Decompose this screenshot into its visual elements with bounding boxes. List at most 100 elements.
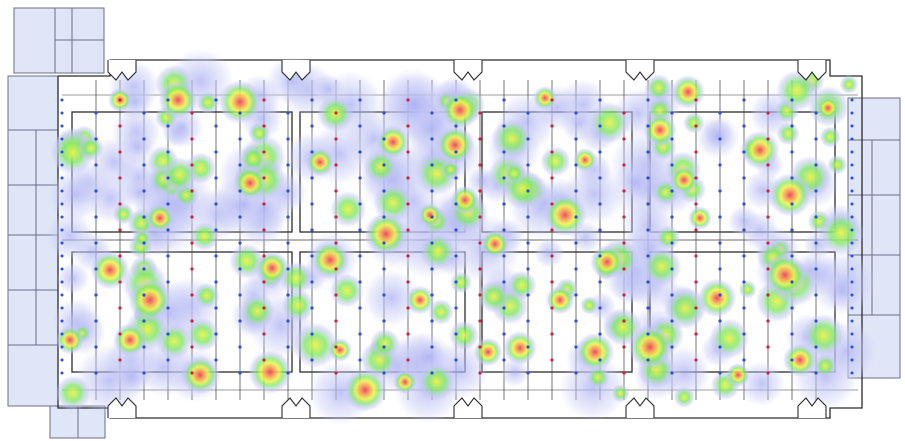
heat-blob-medium bbox=[419, 232, 457, 270]
sensor-point-blue bbox=[286, 319, 290, 323]
sensor-point-blue bbox=[358, 98, 362, 102]
sensor-point-blue bbox=[238, 189, 242, 193]
sensor-point-blue bbox=[814, 293, 818, 297]
sensor-point-blue bbox=[60, 345, 64, 349]
sensor-point-blue bbox=[502, 358, 506, 362]
sensor-point-red bbox=[118, 98, 122, 102]
dock-door-bottom bbox=[281, 397, 311, 418]
sensor-point-blue bbox=[214, 254, 218, 258]
sensor-point-blue bbox=[358, 332, 362, 336]
sensor-point-blue bbox=[310, 254, 314, 258]
sensor-point-red bbox=[478, 267, 482, 271]
heat-blob-peak bbox=[128, 278, 172, 322]
sensor-point-blue bbox=[454, 124, 458, 128]
sensor-point-red bbox=[694, 124, 698, 128]
sensor-point-blue bbox=[382, 137, 386, 141]
sensor-point-blue bbox=[358, 176, 362, 180]
sensor-point-blue bbox=[94, 293, 98, 297]
sensor-point-blue bbox=[286, 345, 290, 349]
sensor-point-blue bbox=[526, 319, 530, 323]
sensor-point-red bbox=[622, 267, 626, 271]
sensor-point-blue bbox=[814, 319, 818, 323]
sensor-point-blue bbox=[94, 371, 98, 375]
sensor-point-red bbox=[694, 228, 698, 232]
sensor-point-red bbox=[766, 241, 770, 245]
sensor-point-red bbox=[190, 319, 194, 323]
sensor-point-blue bbox=[166, 306, 170, 310]
sensor-point-blue bbox=[790, 254, 794, 258]
sensor-point-red bbox=[550, 280, 554, 284]
sensor-point-blue bbox=[670, 241, 674, 245]
sensor-point-red bbox=[262, 202, 266, 206]
sensor-point-red bbox=[190, 241, 194, 245]
sensor-point-blue bbox=[670, 345, 674, 349]
sensor-point-blue bbox=[286, 241, 290, 245]
sensor-point-blue bbox=[646, 280, 650, 284]
sensor-point-red bbox=[190, 371, 194, 375]
dock-door-top bbox=[625, 60, 655, 81]
heat-blob-low bbox=[739, 361, 785, 406]
sensor-point-blue bbox=[60, 241, 64, 245]
sensor-point-blue bbox=[850, 228, 854, 232]
sensor-point-red bbox=[406, 306, 410, 310]
heat-blob-peak bbox=[393, 370, 417, 394]
sensor-point-blue bbox=[502, 150, 506, 154]
sensor-point-red bbox=[478, 319, 482, 323]
sensor-point-red bbox=[190, 111, 194, 115]
sensor-point-blue bbox=[850, 150, 854, 154]
heat-blob-peak bbox=[768, 173, 812, 217]
sensor-point-blue bbox=[850, 306, 854, 310]
sensor-point-blue bbox=[60, 228, 64, 232]
sensor-point-blue bbox=[502, 228, 506, 232]
sensor-point-blue bbox=[166, 228, 170, 232]
heat-blob-peak bbox=[480, 229, 510, 259]
sensor-point-blue bbox=[718, 215, 722, 219]
sensor-point-blue bbox=[238, 241, 242, 245]
sensor-point-red bbox=[766, 111, 770, 115]
sensor-point-blue bbox=[850, 280, 854, 284]
sensor-point-blue bbox=[142, 241, 146, 245]
sensor-point-red bbox=[694, 202, 698, 206]
sensor-point-blue bbox=[142, 137, 146, 141]
heat-blob-medium bbox=[491, 117, 533, 160]
heat-blob-peak bbox=[740, 130, 780, 170]
sensor-point-red bbox=[622, 293, 626, 297]
sensor-point-blue bbox=[382, 345, 386, 349]
sensor-point-blue bbox=[358, 150, 362, 154]
sensor-point-red bbox=[766, 267, 770, 271]
heat-blob-peak bbox=[435, 125, 475, 165]
sensor-point-red bbox=[118, 280, 122, 284]
sensor-point-blue bbox=[166, 358, 170, 362]
sensor-point-blue bbox=[742, 98, 746, 102]
heat-blob-medium bbox=[673, 386, 695, 408]
heat-blob-peak bbox=[450, 185, 480, 215]
sensor-point-blue bbox=[94, 137, 98, 141]
heat-blob-medium bbox=[580, 296, 599, 315]
sensor-point-blue bbox=[526, 137, 530, 141]
sensor-point-blue bbox=[850, 137, 854, 141]
sensor-point-blue bbox=[850, 371, 854, 375]
sensor-point-blue bbox=[850, 241, 854, 245]
sensor-point-blue bbox=[142, 111, 146, 115]
heat-blob-medium bbox=[450, 271, 472, 294]
sensor-point-blue bbox=[238, 267, 242, 271]
heat-blob-peak bbox=[669, 165, 699, 195]
sensor-point-blue bbox=[502, 332, 506, 336]
sensor-point-blue bbox=[718, 189, 722, 193]
sensor-point-blue bbox=[790, 228, 794, 232]
sensor-point-blue bbox=[430, 189, 434, 193]
sensor-point-blue bbox=[60, 358, 64, 362]
sensor-point-blue bbox=[310, 150, 314, 154]
heat-blob-medium bbox=[238, 144, 268, 173]
sensor-point-blue bbox=[358, 202, 362, 206]
heat-blob-low bbox=[56, 262, 90, 295]
sensor-point-blue bbox=[850, 254, 854, 258]
sensor-point-blue bbox=[814, 111, 818, 115]
heat-blob-peak bbox=[503, 331, 537, 365]
heat-blob-medium bbox=[440, 159, 461, 180]
sensor-point-red bbox=[550, 358, 554, 362]
heat-blob-medium bbox=[827, 154, 848, 175]
heat-blob-medium bbox=[813, 353, 838, 379]
sensor-point-blue bbox=[850, 176, 854, 180]
